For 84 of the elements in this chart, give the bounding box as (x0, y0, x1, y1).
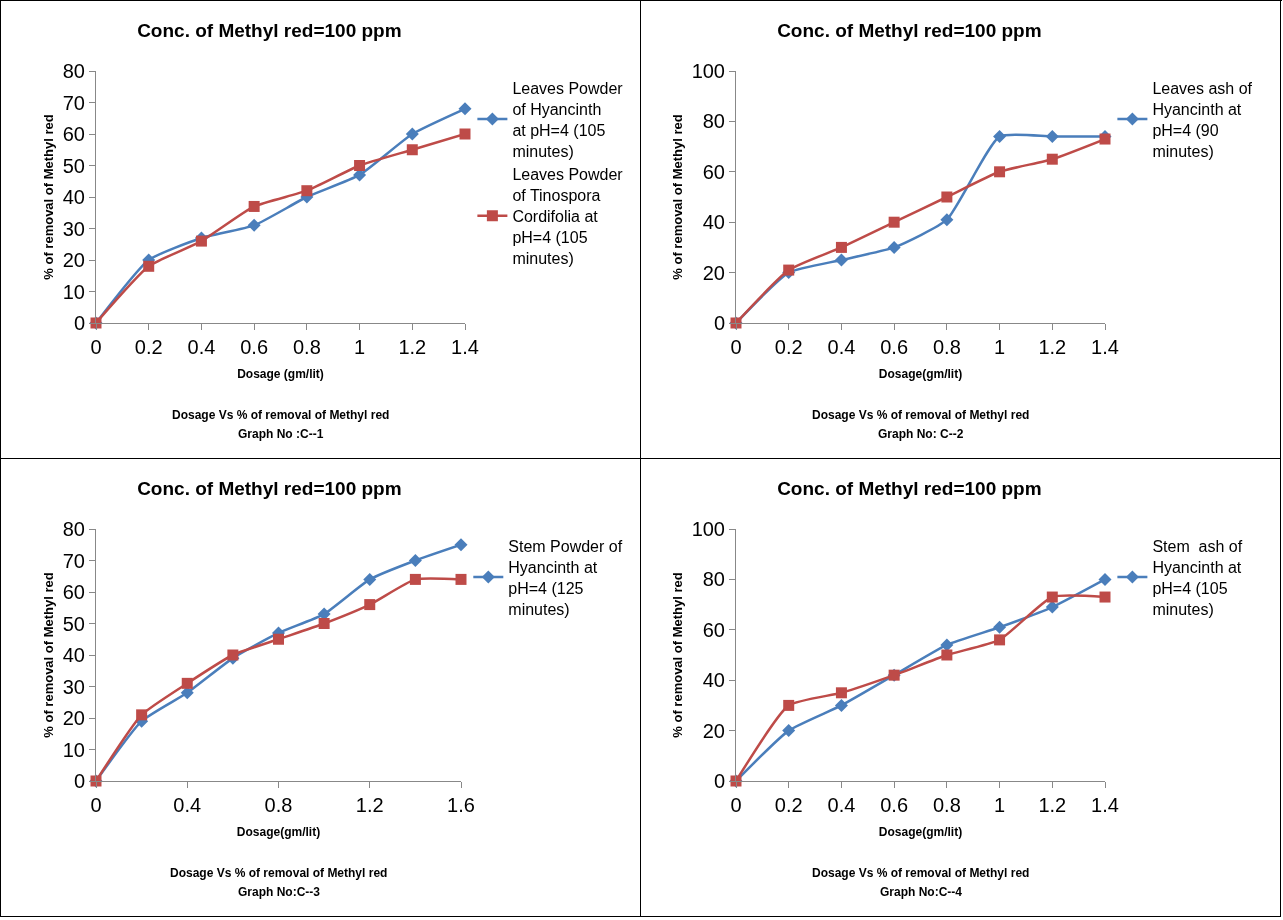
chart-title: Conc. of Methyl red=100 ppm (777, 20, 1042, 42)
y-tick-label: 20 (62, 707, 85, 729)
chart-title: Conc. of Methyl red=100 ppm (777, 478, 1042, 500)
text: Graph No: C--2 (878, 427, 964, 441)
text: Dosage Vs % of removal of Methyl red (812, 408, 1030, 422)
y-axis-title: % of removal of Methyl red (669, 114, 685, 280)
y-axis-title: % of removal of Methyl red (40, 114, 56, 280)
x-tick-label: 0.2 (774, 336, 803, 358)
text: Graph No:C--4 (880, 885, 963, 899)
x-axis-title: Dosage(gm/lit) (878, 366, 963, 381)
y-tick-label: 100 (691, 518, 725, 540)
x-tick-label: 0.8 (932, 794, 961, 816)
legend-label: Stem ash of Hyancinth at pH=4 (105 minutes) (1152, 538, 1243, 618)
x-axis-title: Dosage (gm/lit) (237, 366, 324, 381)
y-tick-label: 50 (62, 154, 85, 177)
legend-label: Leaves Powder of Tinospora Cordifolia at pH=4 (105 minutes) (512, 166, 624, 267)
text: Graph No :C--1 (238, 427, 324, 441)
y-tick-label: 20 (702, 261, 725, 284)
y-tick-label: 0 (73, 312, 85, 334)
x-tick-label: 1.2 (1038, 336, 1067, 358)
y-tick-label: 70 (62, 549, 85, 572)
x-tick-label: 0.6 (240, 336, 269, 358)
y-tick-label: 0 (713, 770, 725, 792)
x-tick-label: 1.4 (451, 336, 479, 358)
y-tick-label: 70 (62, 91, 85, 114)
x-tick-label: 0.4 (827, 794, 856, 816)
x-tick-label: 0.8 (264, 794, 293, 816)
y-tick-label: 60 (702, 618, 725, 641)
legend-label: Leaves ash of Hyancinth at pH=4 (90 minutes) (1152, 80, 1253, 160)
y-tick-label: 0 (713, 312, 725, 334)
y-tick-label: 40 (62, 644, 85, 666)
x-tick-label: 0 (90, 336, 102, 358)
y-tick-label: 50 (62, 612, 85, 635)
y-tick-label: 60 (62, 581, 85, 603)
x-axis-title: Dosage(gm/lit) (878, 824, 963, 839)
y-tick-label: 80 (62, 60, 85, 82)
y-tick-label: 30 (62, 217, 85, 240)
text: Dosage Vs % of removal of Methyl red (172, 408, 390, 422)
y-tick-label: 10 (62, 738, 85, 761)
y-tick-label: 40 (702, 211, 725, 234)
x-tick-label: 0.6 (880, 336, 909, 358)
x-tick-label: 1 (994, 336, 1006, 358)
x-tick-label: 0.6 (880, 794, 909, 816)
y-tick-label: 40 (702, 669, 725, 692)
x-tick-label: 1.2 (398, 336, 427, 358)
y-tick-label: 30 (62, 675, 85, 698)
x-tick-label: 0 (90, 794, 102, 816)
chart-title: Conc. of Methyl red=100 ppm (137, 478, 402, 500)
y-tick-label: 60 (702, 160, 725, 183)
x-tick-label: 1.4 (1091, 336, 1119, 358)
text: Dosage Vs % of removal of Methyl red (812, 866, 1030, 880)
x-tick-label: 0.4 (173, 794, 202, 816)
y-tick-label: 80 (702, 568, 725, 591)
x-tick-label: 1.2 (355, 794, 384, 816)
text: Dosage Vs % of removal of Methyl red (170, 866, 388, 880)
legend-label: Leaves Powder of Hyancinth at pH=4 (105 minutes) (512, 80, 624, 160)
y-tick-label: 20 (702, 719, 725, 742)
x-tick-label: 0.4 (827, 336, 856, 358)
x-tick-label: 0.2 (134, 336, 163, 358)
y-tick-label: 100 (691, 60, 725, 82)
x-tick-label: 0.8 (292, 336, 321, 358)
x-tick-label: 0.8 (932, 336, 961, 358)
x-tick-label: 1.4 (1091, 794, 1119, 816)
y-tick-label: 80 (62, 518, 85, 540)
y-axis-title: % of removal of Methyl red (40, 572, 56, 738)
y-tick-label: 40 (62, 186, 85, 208)
x-tick-label: 1 (994, 794, 1006, 816)
y-tick-label: 80 (702, 110, 725, 133)
text: Graph No:C--3 (238, 885, 321, 899)
legend-label: Stem Powder of Hyancinth at pH=4 (125 minutes) (508, 538, 623, 618)
x-tick-label: 1 (354, 336, 366, 358)
chart-title: Conc. of Methyl red=100 ppm (137, 20, 402, 42)
y-tick-label: 0 (73, 770, 85, 792)
y-tick-label: 10 (62, 280, 85, 303)
x-tick-label: 0.2 (774, 794, 803, 816)
x-tick-label: 0 (730, 794, 742, 816)
x-tick-label: 0 (730, 336, 742, 358)
y-tick-label: 60 (62, 123, 85, 145)
x-tick-label: 1.2 (1038, 794, 1067, 816)
x-tick-label: 0.4 (187, 336, 216, 358)
y-axis-title: % of removal of Methyl red (669, 572, 685, 738)
x-tick-label: 1.6 (447, 794, 475, 816)
x-axis-title: Dosage(gm/lit) (236, 824, 321, 839)
y-tick-label: 20 (62, 249, 85, 271)
